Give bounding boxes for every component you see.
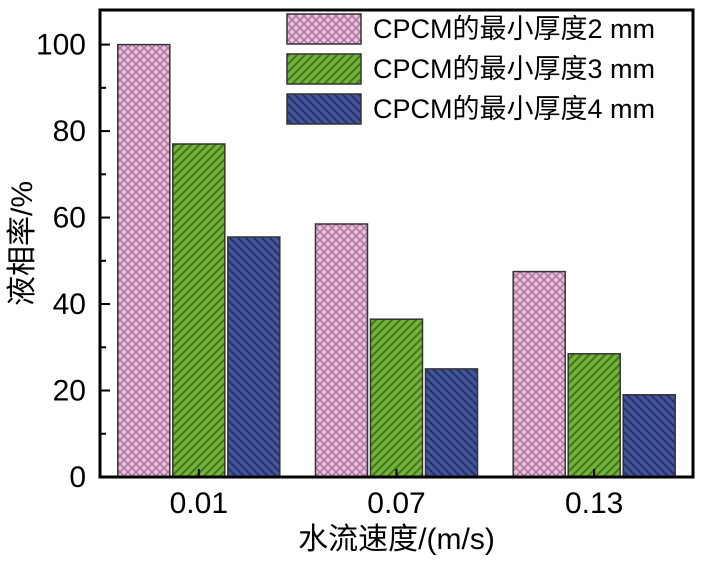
x-tick-label: 0.07	[367, 487, 425, 520]
y-tick-label: 60	[53, 202, 86, 235]
legend-label-series1: CPCM的最小厚度3 mm	[373, 54, 655, 84]
legend-swatch-series1	[286, 53, 362, 85]
bar-series1-cat2	[567, 353, 621, 478]
y-tick-label: 20	[53, 375, 86, 408]
y-axis-title: 液相率/%	[6, 181, 39, 306]
x-tick-label: 0.13	[565, 487, 623, 520]
bar-series2-cat2	[622, 394, 676, 478]
x-axis-title: 水流速度/(m/s)	[298, 523, 495, 556]
y-tick-label: 100	[36, 29, 86, 62]
bar-series0-cat1	[314, 223, 369, 478]
y-tick-label: 80	[53, 115, 86, 148]
bar-series2-cat0	[227, 236, 281, 478]
y-tick-label: 40	[53, 288, 86, 321]
bar-series1-cat1	[369, 318, 424, 478]
legend-label-series0: CPCM的最小厚度2 mm	[373, 14, 655, 44]
bar-series0-cat0	[117, 43, 171, 478]
bar-series0-cat2	[512, 270, 566, 478]
bar-series2-cat1	[424, 368, 479, 478]
legend-swatch-series0	[286, 13, 362, 45]
y-tick-label: 0	[69, 461, 86, 494]
legend-label-series2: CPCM的最小厚度4 mm	[373, 94, 655, 124]
x-tick-label: 0.01	[170, 487, 228, 520]
legend-swatch-series2	[286, 93, 362, 125]
bar-series1-cat0	[172, 143, 226, 478]
